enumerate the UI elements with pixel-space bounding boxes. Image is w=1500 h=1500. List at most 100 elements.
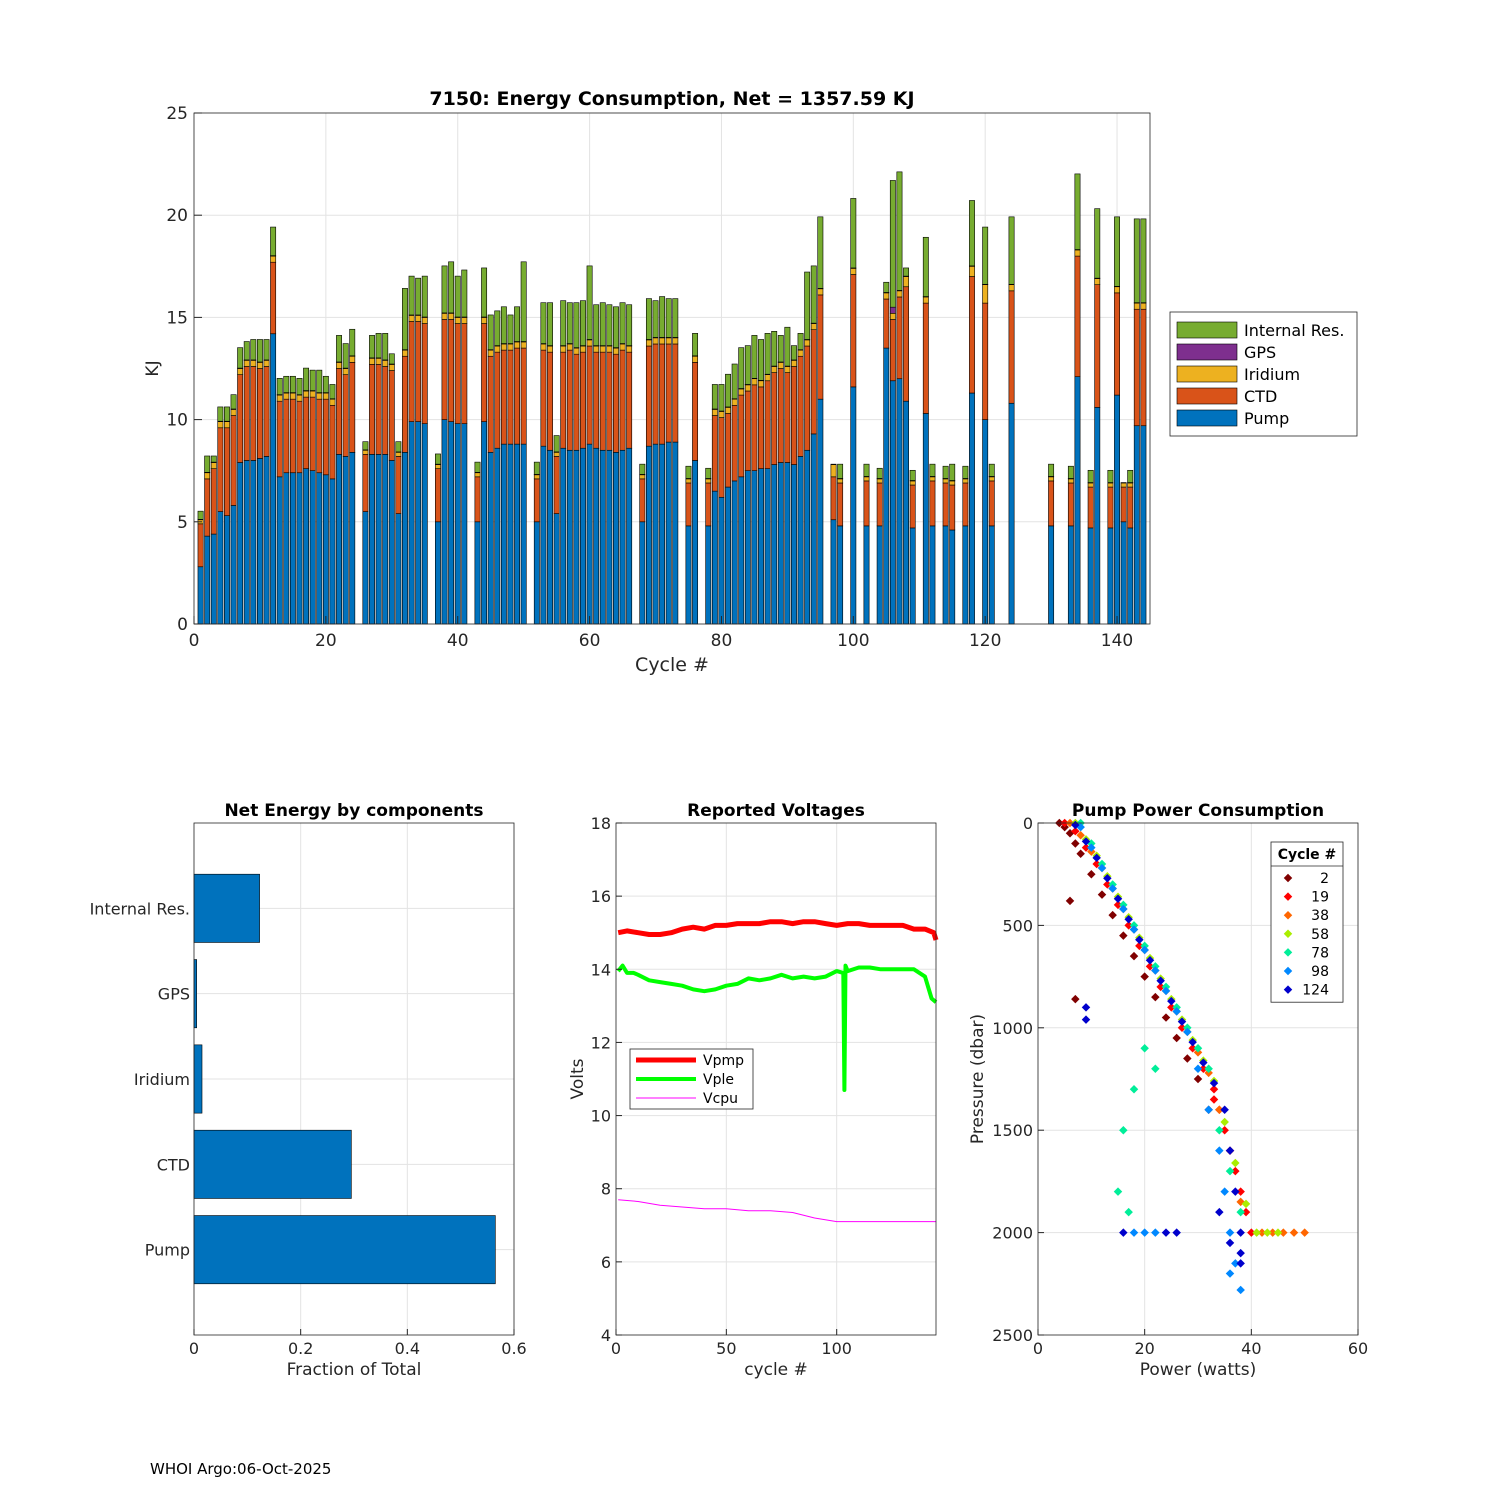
voltages-ytick-label: 16 <box>591 887 611 906</box>
scatter-point-cycle-78 <box>1119 1125 1128 1135</box>
bar-ctd-cycle-4 <box>217 427 224 512</box>
bar-internal-res-cycle-37 <box>435 453 441 465</box>
bar-pump-cycle-90 <box>784 462 791 625</box>
bar-internal-res-cycle-14 <box>283 375 290 393</box>
scatter-point-cycle-2 <box>1108 910 1117 920</box>
bar-pump-cycle-86 <box>758 468 764 625</box>
bar-ctd-cycle-102 <box>863 480 870 527</box>
bar-pump-cycle-5 <box>224 515 230 625</box>
bar-iridium-cycle-2 <box>204 472 211 480</box>
bar-ctd-cycle-124 <box>1008 290 1015 404</box>
scatter-point-cycle-38 <box>1076 831 1085 840</box>
bar-iridium-cycle-61 <box>593 345 600 353</box>
bar-ctd-cycle-140 <box>1114 292 1120 396</box>
bar-ctd-cycle-69 <box>645 345 652 447</box>
bar-pump-cycle-65 <box>619 449 626 625</box>
scatter-point-cycle-98 <box>1204 1105 1213 1114</box>
bar-pump-cycle-78 <box>705 525 712 625</box>
bar-pump-cycle-24 <box>349 452 356 625</box>
bar-ctd-cycle-83 <box>738 394 745 478</box>
bar-pump-cycle-88 <box>771 464 778 625</box>
bar-pump-cycle-115 <box>949 529 956 625</box>
bar-pump-cycle-100 <box>850 386 857 625</box>
bar-ctd-cycle-86 <box>758 386 764 469</box>
bar-pump-cycle-40 <box>454 423 461 625</box>
bar-internal-res-cycle-142 <box>1127 469 1134 483</box>
bar-ctd-cycle-49 <box>514 347 520 445</box>
pump-power-xtick-label: 60 <box>1348 1339 1368 1358</box>
bar-pump-cycle-76 <box>692 460 699 625</box>
energy-axes-box <box>193 112 1151 625</box>
scatter-point-cycle-124 <box>1225 1238 1235 1248</box>
bar-pump-cycle-58 <box>573 449 580 625</box>
bar-ctd-cycle-118 <box>969 276 975 394</box>
bar-internal-res-cycle-63 <box>606 304 613 346</box>
bar-internal-res-cycle-6 <box>230 394 237 410</box>
bar-pump-cycle-97 <box>830 519 837 625</box>
bar-internal-res-cycle-98 <box>837 463 844 479</box>
scatter-point-cycle-78 <box>1193 1044 1203 1053</box>
bar-pump-cycle-46 <box>494 447 501 625</box>
bar-ctd-cycle-112 <box>929 480 936 527</box>
bar-ctd-cycle-104 <box>876 482 883 527</box>
bar-ctd-cycle-2 <box>204 478 211 537</box>
energy-legend: Internal Res. GPS Iridium CTD Pump <box>1169 311 1358 437</box>
scatter-point-cycle-19 <box>1247 1228 1256 1237</box>
bar-pump-cycle-95 <box>817 398 824 625</box>
scatter-point-cycle-78 <box>1129 1084 1139 1094</box>
energy-xtick-label: 120 <box>969 631 1001 651</box>
bar-iridium-cycle-14 <box>283 392 290 400</box>
bar-internal-res-cycle-9 <box>250 339 257 361</box>
bar-iridium-cycle-45 <box>487 349 494 357</box>
bar-pump-cycle-31 <box>395 513 402 625</box>
bar-ctd-cycle-84 <box>744 390 751 472</box>
legend-marker-cycle-58 <box>1283 929 1293 939</box>
bar-internal-res-cycle-100 <box>850 198 857 269</box>
series-line-vple <box>616 963 938 1092</box>
bar-internal-res-cycle-53 <box>540 302 547 344</box>
pump-power-xtick-label: 40 <box>1241 1339 1261 1358</box>
energy-xtick-label: 40 <box>447 631 469 651</box>
bar-pump-cycle-80 <box>718 496 725 625</box>
bar-pump-cycle-57 <box>566 449 573 625</box>
bar-ctd-cycle-81 <box>725 413 731 488</box>
bar-internal-res-cycle-76 <box>692 333 699 357</box>
legend-label-pump: Pump <box>1244 409 1289 428</box>
scatter-point-cycle-58 <box>1241 1199 1251 1209</box>
components-xtick-label: 0.6 <box>501 1339 526 1358</box>
bar-iridium-cycle-104 <box>876 478 883 484</box>
scatter-point-cycle-58 <box>1231 1158 1240 1168</box>
bar-ctd-cycle-88 <box>771 372 778 465</box>
legend-marker-cycle-98 <box>1283 966 1293 976</box>
bar-ctd-cycle-137 <box>1094 284 1101 408</box>
voltages-ytick-label: 8 <box>601 1180 611 1199</box>
bar-pump-cycle-33 <box>408 421 415 625</box>
bar-iridium-cycle-79 <box>711 409 718 416</box>
bar-iridium-cycle-26 <box>362 449 369 455</box>
bar-iridium-cycle-130 <box>1048 476 1055 482</box>
energy-xlabel: Cycle # <box>635 654 709 676</box>
bar-internal-res-cycle-17 <box>303 367 310 391</box>
bar-pump-cycle-114 <box>942 525 949 625</box>
bar-internal-res-cycle-130 <box>1048 463 1055 477</box>
scatter-point-cycle-19 <box>1145 962 1155 971</box>
bar-iridium-cycle-75 <box>685 478 692 484</box>
bar-internal-res-cycle-72 <box>665 298 672 338</box>
bar-ctd-cycle-105 <box>883 298 890 349</box>
bar-internal-res-cycle-60 <box>586 265 593 340</box>
scatter-point-cycle-38 <box>1215 1105 1224 1114</box>
scatter-point-cycle-2 <box>1183 1054 1192 1063</box>
bar-iridium-cycle-22 <box>336 362 342 369</box>
bar-internal-res-cycle-80 <box>718 384 725 412</box>
bar-internal-res-cycle-8 <box>243 341 250 361</box>
scatter-point-cycle-2 <box>1129 951 1139 961</box>
legend-label-cycle-38: 38 <box>1311 908 1329 924</box>
bar-ctd-cycle-22 <box>336 368 342 455</box>
bar-internal-res-cycle-32 <box>402 288 408 350</box>
bar-pump-cycle-23 <box>342 456 349 625</box>
scatter-point-cycle-78 <box>1215 1125 1224 1135</box>
scatter-point-cycle-38 <box>1279 1228 1288 1237</box>
bar-iridium-cycle-43 <box>474 472 481 478</box>
series-line-vpmp <box>617 919 939 941</box>
bar-pump-cycle-27 <box>369 454 375 625</box>
